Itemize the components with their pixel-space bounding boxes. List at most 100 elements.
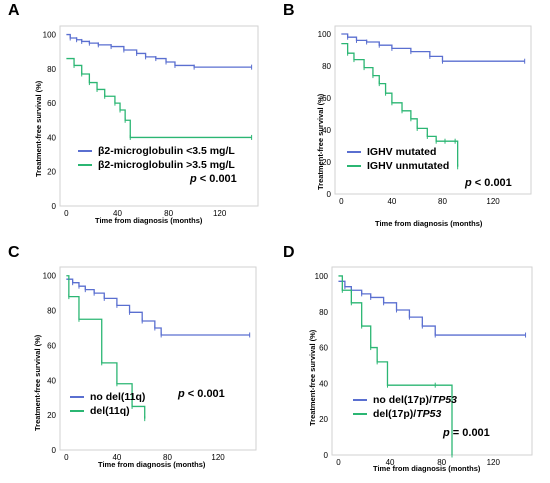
legend-label: IGHV mutated <box>367 146 437 158</box>
legend: no del(11q) del(11q) <box>70 390 145 418</box>
legend-label: no del(17p)/ <box>373 394 432 406</box>
legend-swatch-green <box>70 410 84 412</box>
p-value: p < 0.001 <box>190 173 237 185</box>
panel-c: C 0 20 40 60 80 100 0 40 80 120 Treatment-free su… <box>0 242 275 483</box>
legend: no del(17p)/TP53 del(17p)/TP53 <box>353 393 457 421</box>
y-tick-label: 40 <box>322 126 331 135</box>
x-tick-label: 40 <box>113 209 122 218</box>
legend-label-italic: TP53 <box>431 394 458 406</box>
y-tick-label: 0 <box>327 190 332 199</box>
km-plot: 0 20 40 60 80 100 0 40 80 120 <box>43 266 257 462</box>
x-axis-label: Time from diagnosis (months) <box>95 216 203 225</box>
y-tick-label: 100 <box>318 30 332 39</box>
y-tick-label: 100 <box>43 31 57 40</box>
y-tick-label: 100 <box>43 272 57 281</box>
y-axis-label: Treatment-free survival (%) <box>316 93 325 190</box>
panel-b: B 0 20 40 60 80 100 0 40 80 120 Treatment-free su… <box>275 0 550 241</box>
y-axis-label: Treatment-free survival (%) <box>34 80 43 177</box>
km-plot: 0 20 40 60 80 100 0 40 80 120 <box>315 266 533 467</box>
x-axis-label: Time from diagnosis (months) <box>373 464 481 473</box>
survival-curve <box>338 280 526 336</box>
legend-label: IGHV unmutated <box>367 160 450 172</box>
y-tick-label: 40 <box>47 133 56 142</box>
legend-item: IGHV mutated <box>347 145 449 159</box>
legend-item: β2-microglobulin >3.5 mg/L <box>78 158 235 172</box>
x-tick-label: 80 <box>437 458 446 467</box>
y-axis-label: Treatment-free survival (%) <box>33 334 42 431</box>
x-tick-label: 0 <box>64 453 69 462</box>
panel-letter: B <box>283 2 295 19</box>
km-plot: 0 20 40 60 80 100 0 40 80 120 <box>318 25 532 206</box>
panel-d: D 0 20 40 60 80 100 0 40 80 120 Treatment-free su… <box>275 242 550 483</box>
legend-item: no del(17p)/TP53 <box>353 393 457 407</box>
x-tick-label: 80 <box>164 209 173 218</box>
x-tick-label: 80 <box>163 453 172 462</box>
panel-a: A 0 20 40 60 80 100 0 40 80 120 Treatment-free su… <box>0 0 275 241</box>
legend-item: del(17p)/TP53 <box>353 407 457 421</box>
plot-frame <box>331 266 533 456</box>
x-tick-label: 120 <box>486 197 500 206</box>
y-tick-label: 0 <box>52 202 57 211</box>
legend-swatch-green <box>78 164 92 166</box>
survival-curve <box>66 33 252 68</box>
y-tick-label: 20 <box>322 158 331 167</box>
legend-swatch-blue <box>353 399 367 401</box>
plot-frame <box>334 25 532 195</box>
y-tick-label: 80 <box>47 307 56 316</box>
p-value: p < 0.001 <box>465 177 512 189</box>
x-tick-label: 120 <box>213 209 227 218</box>
x-tick-label: 0 <box>64 209 69 218</box>
y-tick-label: 60 <box>319 344 328 353</box>
legend: β2-microglobulin <3.5 mg/L β2-microglobu… <box>78 144 235 172</box>
y-axis-label: Treatment-free survival (%) <box>308 329 317 426</box>
survival-curve <box>66 278 250 336</box>
x-tick-label: 0 <box>336 458 341 467</box>
x-tick-label: 120 <box>487 458 501 467</box>
legend-label: β2-microglobulin <3.5 mg/L <box>98 145 235 157</box>
legend-item: β2-microglobulin <3.5 mg/L <box>78 144 235 158</box>
y-tick-label: 80 <box>47 65 56 74</box>
legend-label: no del(11q) <box>90 391 146 403</box>
plot-frame <box>59 266 257 451</box>
legend-swatch-blue <box>78 150 92 152</box>
legend-swatch-green <box>353 413 367 415</box>
panel-letter: D <box>283 244 295 261</box>
y-tick-label: 80 <box>322 62 331 71</box>
y-tick-label: 20 <box>47 168 56 177</box>
panel-letter: A <box>8 2 20 19</box>
plot-frame <box>59 25 259 207</box>
x-tick-label: 40 <box>387 197 396 206</box>
legend-item: IGHV unmutated <box>347 159 449 173</box>
p-value: p = 0.001 <box>443 427 490 439</box>
y-tick-label: 80 <box>319 308 328 317</box>
legend-swatch-green <box>347 165 361 167</box>
y-tick-label: 100 <box>315 272 329 281</box>
legend-label: del(17p)/ <box>373 408 417 420</box>
legend-swatch-blue <box>347 151 361 153</box>
legend-item: no del(11q) <box>70 390 145 404</box>
legend-label: β2-microglobulin >3.5 mg/L <box>98 159 235 171</box>
legend-item: del(11q) <box>70 404 145 418</box>
y-tick-label: 60 <box>47 99 56 108</box>
x-tick-label: 80 <box>438 197 447 206</box>
x-axis-label: Time from diagnosis (months) <box>375 219 483 228</box>
legend-label-italic: TP53 <box>416 408 442 420</box>
x-axis-label: Time from diagnosis (months) <box>98 460 206 469</box>
y-tick-label: 40 <box>47 376 56 385</box>
x-tick-label: 40 <box>112 453 121 462</box>
legend-swatch-blue <box>70 396 84 398</box>
legend: IGHV mutated IGHV unmutated <box>347 145 449 173</box>
legend-label: del(11q) <box>90 405 130 417</box>
y-tick-label: 40 <box>319 379 328 388</box>
y-tick-label: 0 <box>52 446 57 455</box>
panel-letter: C <box>8 244 20 261</box>
x-tick-label: 0 <box>339 197 344 206</box>
survival-curve <box>338 275 453 455</box>
survival-curve <box>66 57 252 139</box>
y-tick-label: 60 <box>322 94 331 103</box>
y-tick-label: 0 <box>324 451 329 460</box>
y-tick-label: 20 <box>319 415 328 424</box>
km-plot: 0 20 40 60 80 100 0 40 80 120 <box>43 25 259 218</box>
y-tick-label: 60 <box>47 341 56 350</box>
x-tick-label: 40 <box>386 458 395 467</box>
